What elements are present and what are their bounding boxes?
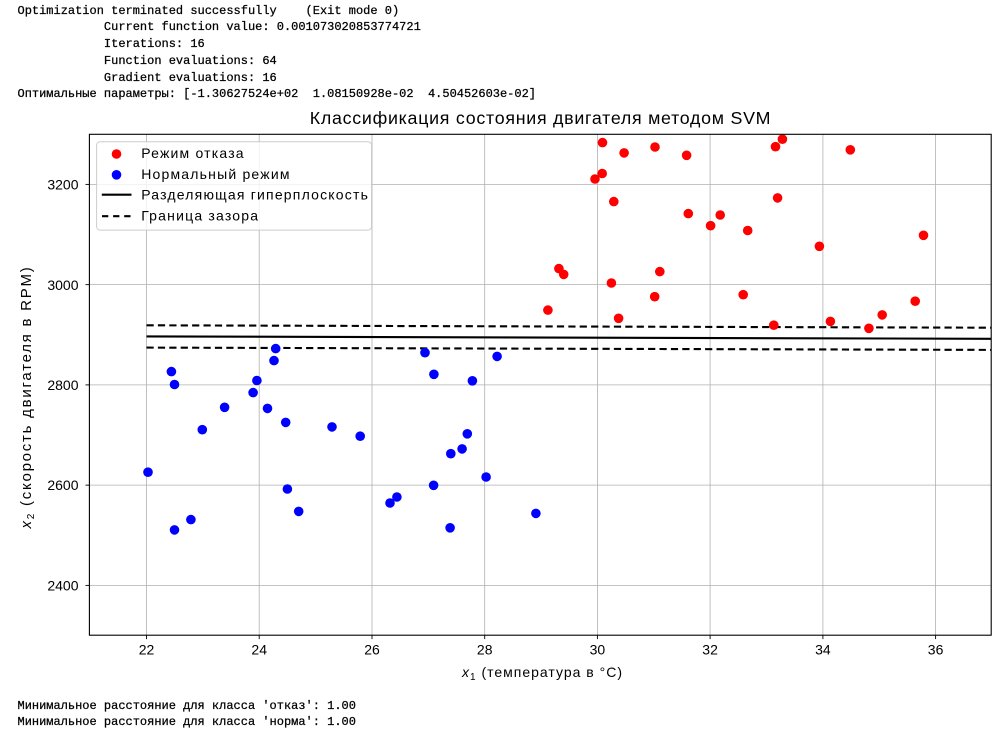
svg-text:22: 22 xyxy=(139,642,155,658)
svg-text:Классификация состояния двигат: Классификация состояния двигателя методо… xyxy=(310,108,772,128)
svg-text:32: 32 xyxy=(702,642,718,658)
svg-text:3200: 3200 xyxy=(47,177,78,193)
svg-text:3000: 3000 xyxy=(47,277,78,293)
svg-text:36: 36 xyxy=(928,642,944,658)
svg-text:x2 (скорость двигателя в RPM): x2 (скорость двигателя в RPM) xyxy=(18,266,37,530)
svg-text:Нормальный режим: Нормальный режим xyxy=(141,166,291,182)
svg-text:x1 (температура в °C): x1 (температура в °C) xyxy=(461,664,623,683)
svg-text:30: 30 xyxy=(590,642,606,658)
svg-text:26: 26 xyxy=(364,642,380,658)
svg-text:2600: 2600 xyxy=(47,477,78,493)
svg-text:2800: 2800 xyxy=(47,377,78,393)
svg-text:Граница зазора: Граница зазора xyxy=(141,207,259,223)
svg-text:2400: 2400 xyxy=(47,578,78,594)
svg-text:34: 34 xyxy=(815,642,831,658)
svg-text:Режим отказа: Режим отказа xyxy=(141,145,245,161)
svg-text:24: 24 xyxy=(251,642,267,658)
svg-text:28: 28 xyxy=(477,642,493,658)
svg-text:Разделяющая гиперплоскость: Разделяющая гиперплоскость xyxy=(141,187,369,203)
